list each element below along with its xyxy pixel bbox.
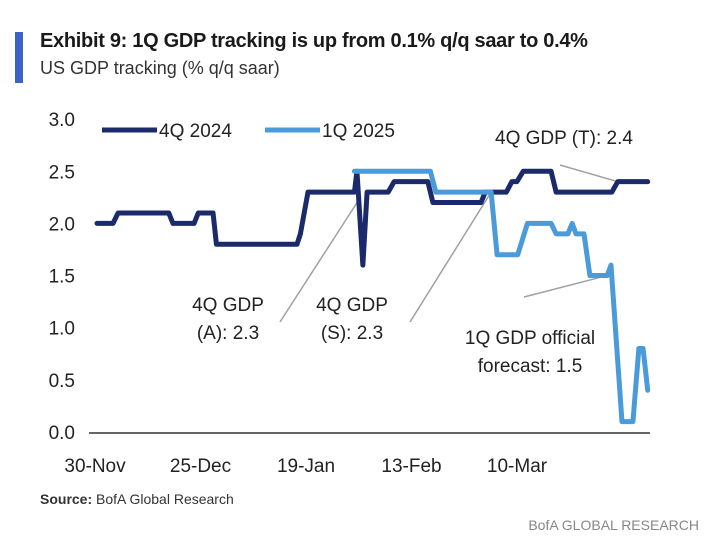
x-tick-label: 25-Dec — [170, 456, 231, 477]
chart-title: Exhibit 9: 1Q GDP tracking is up from 0.… — [40, 30, 588, 52]
source-text: BofA Global Research — [96, 491, 234, 507]
series-line-4q-2024 — [94, 168, 651, 268]
annotation-leader-line — [559, 164, 618, 183]
annotation-label: (S): 2.3 — [321, 323, 383, 344]
legend-label: 4Q 2024 — [159, 121, 232, 142]
y-tick-label: 2.5 — [49, 162, 75, 183]
accent-bar — [15, 32, 23, 83]
series-line-1q-2025 — [351, 168, 651, 425]
annotation-label: 1Q GDP official — [465, 328, 595, 349]
x-tick-label: 30-Nov — [64, 456, 126, 477]
annotation-label: 4Q GDP — [316, 295, 388, 316]
y-tick-label: 3.0 — [49, 110, 75, 131]
annotation-leader-line — [279, 199, 360, 323]
x-tick-label: 13-Feb — [381, 456, 441, 477]
annotation-label: 4Q GDP (T): 2.4 — [495, 128, 633, 149]
y-tick-label: 2.0 — [49, 214, 75, 235]
y-tick-label: 0.0 — [49, 423, 75, 444]
annotation-leader-line — [523, 274, 608, 298]
chart-subtitle: US GDP tracking (% q/q saar) — [40, 58, 280, 78]
legend-label: 1Q 2025 — [322, 121, 395, 142]
x-tick-label: 10-Mar — [487, 456, 548, 477]
source-note: Source: BofA Global Research — [40, 491, 234, 507]
annotation-label: 4Q GDP — [192, 295, 264, 316]
source-label: Source: — [40, 491, 93, 507]
annotation-label: (A): 2.3 — [197, 323, 259, 344]
annotation-label: forecast: 1.5 — [478, 356, 583, 377]
x-tick-label: 19-Jan — [277, 456, 335, 477]
annotation-leader-line — [409, 191, 492, 323]
y-tick-label: 1.5 — [49, 267, 75, 288]
y-tick-label: 1.0 — [49, 319, 75, 340]
brand-footer: BofA GLOBAL RESEARCH — [528, 517, 699, 533]
y-tick-label: 0.5 — [49, 371, 75, 392]
line-chart: 0.0 0.5 1.0 1.5 2.0 2.5 3.0 30-Nov 25-Dec 19-Jan 1… — [49, 110, 651, 477]
